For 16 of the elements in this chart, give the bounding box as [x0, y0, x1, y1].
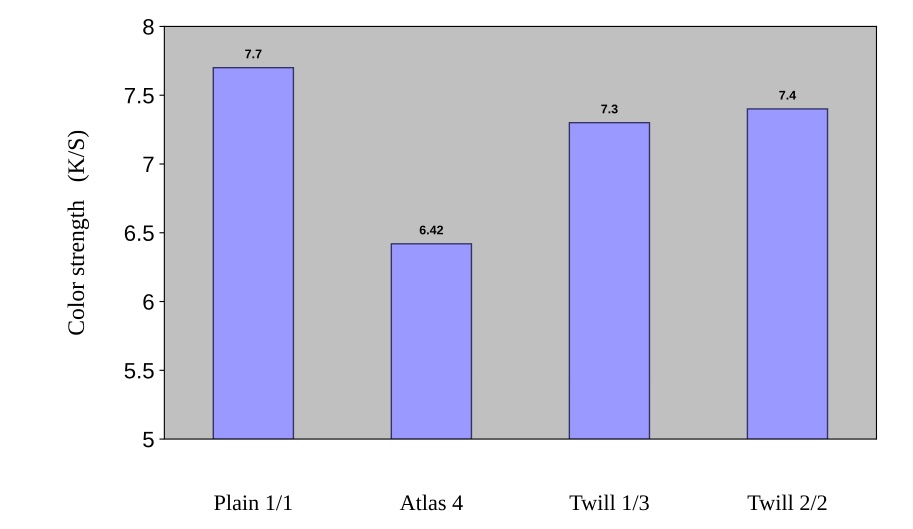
data-label: 7.7: [245, 50, 262, 58]
data-label: 7.3: [601, 104, 618, 114]
x-tick-label: Twill 2/2: [748, 494, 827, 510]
y-tick-label: 6: [143, 294, 154, 310]
y-axis-title: Color strength (K/S): [68, 130, 90, 335]
y-tick-label: 7.5: [124, 88, 154, 104]
x-tick-label: Twill 1/3: [570, 494, 649, 510]
data-label: 7.4: [779, 90, 796, 100]
x-tick-label: Plain 1/1: [214, 494, 292, 510]
y-tick-label: 5.5: [124, 363, 154, 379]
y-tick-label: 5: [143, 432, 154, 448]
y-tick-label: 7: [143, 156, 154, 172]
x-tick-label: Atlas 4: [400, 494, 463, 510]
y-tick-label: 8: [143, 18, 154, 35]
y-tick-label: 6.5: [124, 225, 154, 242]
data-label: 6.42: [420, 226, 444, 234]
